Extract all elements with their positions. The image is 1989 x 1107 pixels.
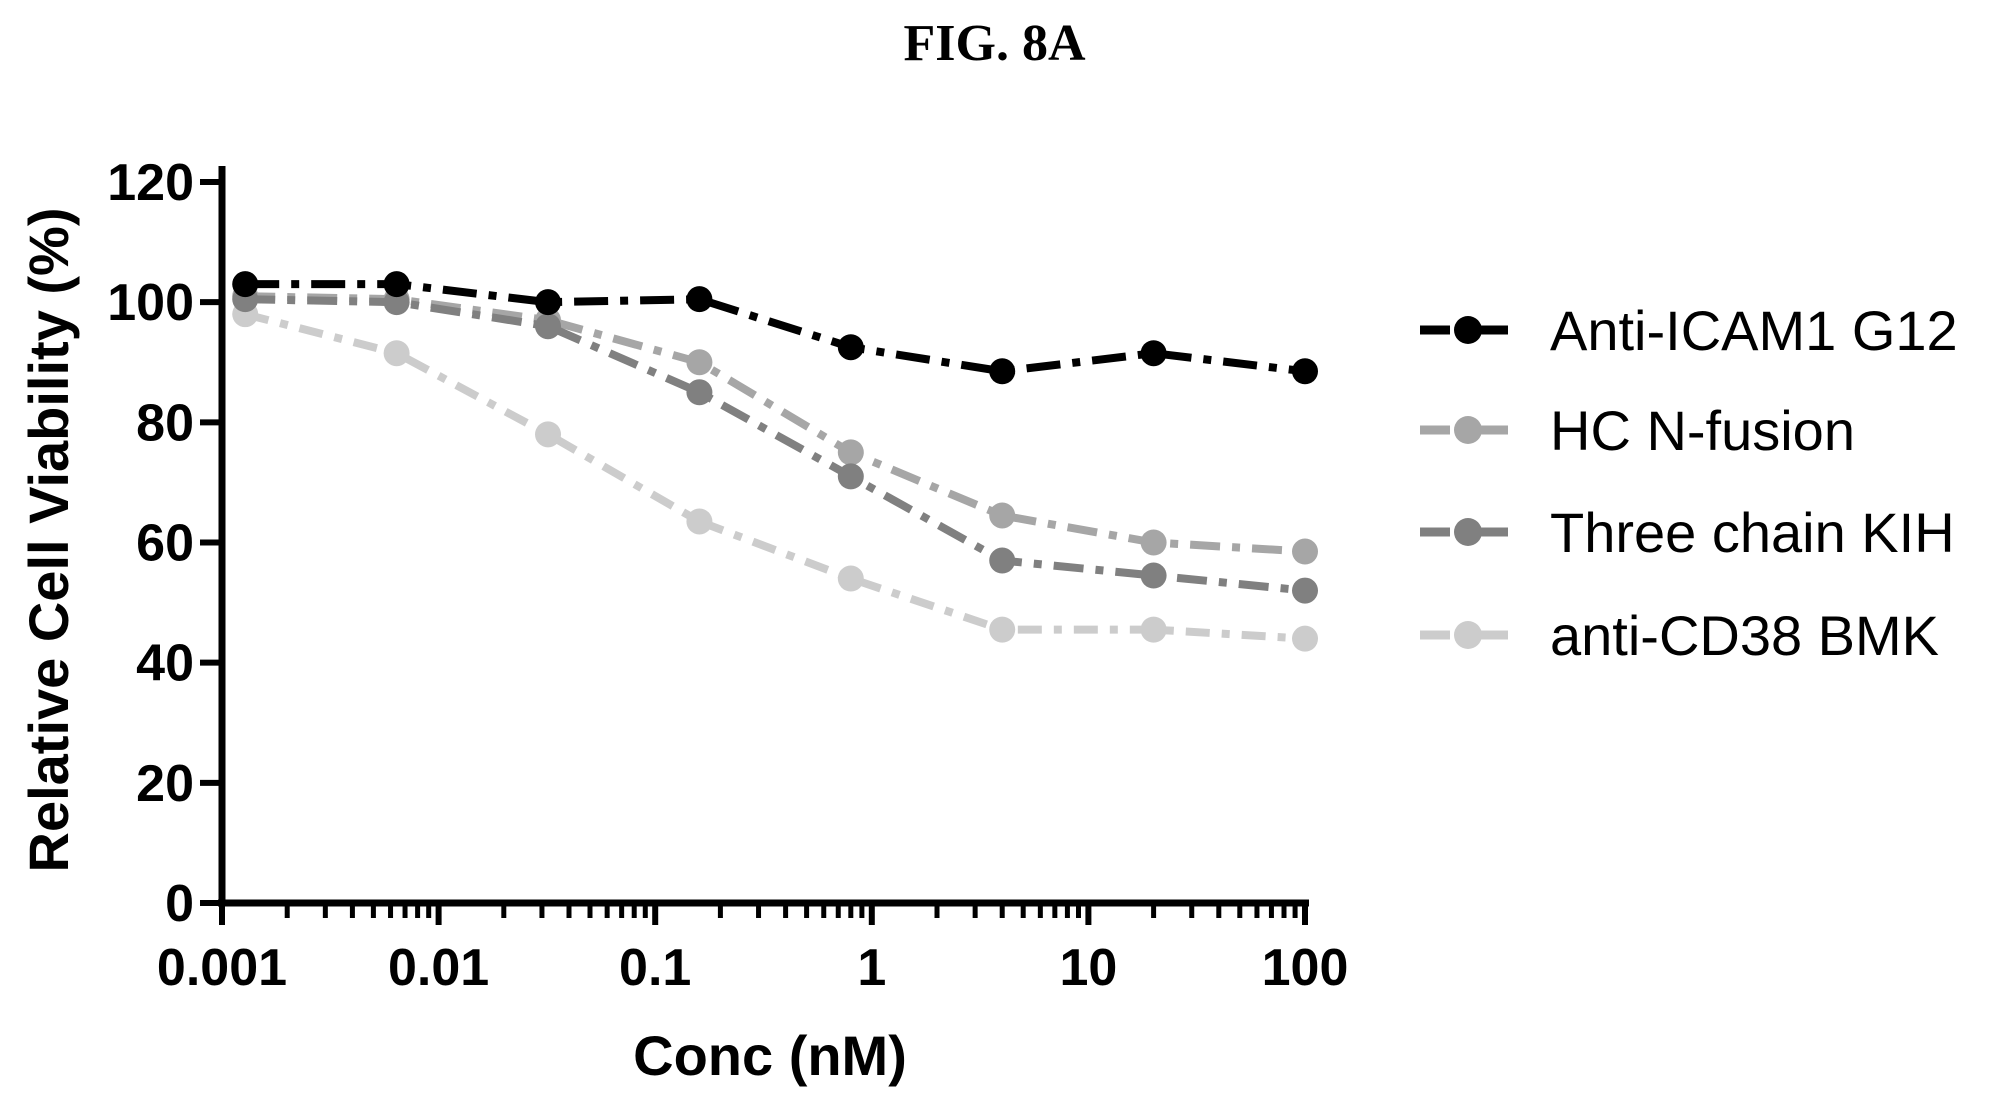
y-tick-label: 120 <box>107 154 194 212</box>
y-tick-label: 100 <box>107 274 194 332</box>
data-point <box>383 340 410 367</box>
series-line <box>244 310 1306 643</box>
x-tick-label: 100 <box>1262 939 1349 997</box>
data-point <box>686 379 713 406</box>
series-line <box>245 292 1306 556</box>
data-point <box>535 289 562 316</box>
x-tick-label: 10 <box>1059 939 1117 997</box>
data-point <box>837 439 864 466</box>
x-tick-label: 0.1 <box>619 939 691 997</box>
legend-label: HC N-fusion <box>1550 399 1855 462</box>
y-tick-label: 20 <box>136 755 194 813</box>
data-point <box>1292 577 1318 604</box>
data-point <box>1140 616 1167 643</box>
data-point <box>383 271 410 298</box>
legend-label: anti-CD38 BMK <box>1550 604 1939 667</box>
data-point <box>1292 538 1318 565</box>
series-2 <box>232 286 1318 604</box>
legend-marker <box>1454 416 1482 444</box>
data-point <box>837 334 864 361</box>
data-point <box>535 421 562 448</box>
data-point <box>232 271 259 298</box>
data-point <box>686 349 713 376</box>
data-point <box>989 358 1016 385</box>
axes: 0 20 40 60 80 100 120 0.001 0.01 0.1 1 10 100 <box>107 154 1348 997</box>
y-axis-title: Relative Cell Viability (%) <box>17 208 80 873</box>
data-point <box>1140 340 1167 367</box>
legend-marker <box>1454 316 1482 344</box>
x-tick-label: 0.01 <box>388 939 489 997</box>
series-0 <box>232 271 1318 385</box>
y-tick-label: 60 <box>136 515 194 573</box>
legend-label: Three chain KIH <box>1550 501 1955 564</box>
figure-title: FIG. 8A <box>903 15 1086 72</box>
data-point <box>1140 562 1167 589</box>
data-point <box>837 565 864 592</box>
series-line <box>245 295 1306 595</box>
data-point <box>837 463 864 490</box>
data-point <box>989 502 1016 529</box>
data-point <box>686 286 713 313</box>
legend-marker <box>1454 621 1482 649</box>
y-tick-label: 0 <box>165 875 194 933</box>
data-point <box>989 547 1016 574</box>
series-layer <box>232 271 1318 652</box>
data-point <box>1140 529 1167 556</box>
legend-marker <box>1454 518 1482 546</box>
legend-label: Anti-ICAM1 G12 <box>1550 299 1958 362</box>
data-point <box>1292 358 1318 385</box>
x-axis-title: Conc (nM) <box>633 1024 907 1087</box>
data-point <box>1292 625 1318 652</box>
legend: Anti-ICAM1 G12 HC N-fusion Three chain KIH… <box>1420 299 1958 667</box>
data-point <box>383 289 410 316</box>
x-tick-label: 1 <box>857 939 886 997</box>
series-line <box>245 280 1306 376</box>
data-point <box>686 508 713 535</box>
y-tick-label: 80 <box>136 394 194 452</box>
data-point <box>535 313 562 340</box>
y-tick-label: 40 <box>136 635 194 693</box>
data-point <box>989 616 1016 643</box>
x-tick-label: 0.001 <box>157 939 287 997</box>
